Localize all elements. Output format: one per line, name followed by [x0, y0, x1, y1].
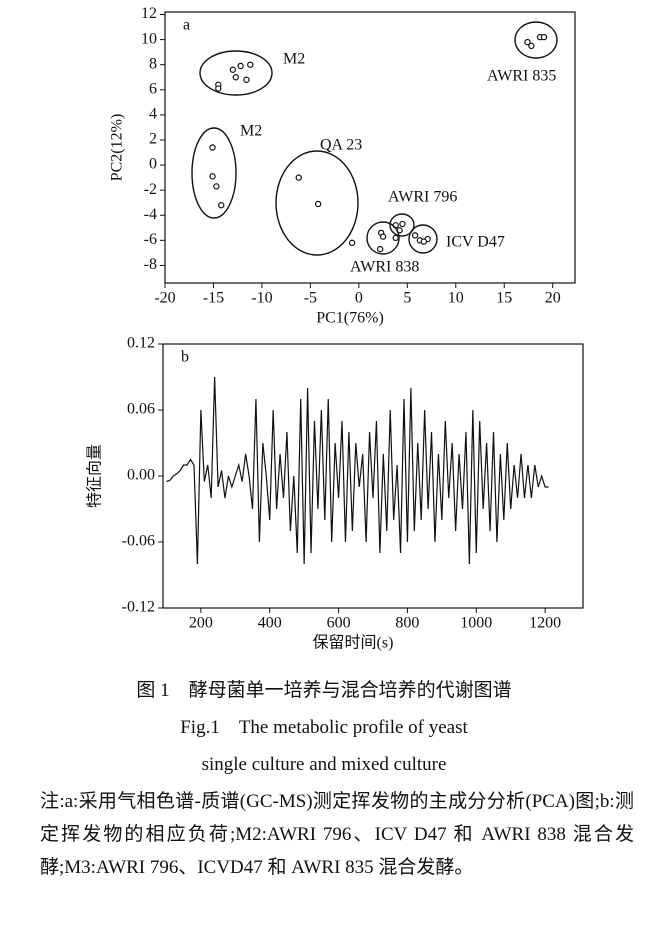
group-ellipse — [389, 213, 415, 237]
y-tick-label: 4 — [149, 106, 157, 123]
point — [411, 232, 419, 239]
x-tick-label: 1000 — [460, 615, 492, 632]
x-tick-label: 20 — [545, 290, 561, 307]
group-label: AWRI 835 — [487, 68, 556, 85]
x-axis-label: 保留时间(s) — [313, 634, 394, 652]
point — [528, 42, 535, 50]
x-tick-label: -15 — [203, 290, 224, 307]
panel-label: b — [181, 349, 189, 366]
group-ellipse — [275, 150, 359, 256]
y-tick-label: 0.00 — [127, 467, 155, 484]
x-tick-label: 0 — [355, 290, 363, 307]
x-tick-label: 200 — [189, 615, 213, 632]
y-tick-label: -4 — [144, 206, 157, 223]
point — [392, 234, 399, 242]
point — [218, 202, 225, 209]
group-ellipse — [408, 224, 438, 254]
group-ellipse — [191, 127, 237, 219]
group-ellipse — [366, 221, 400, 255]
x-tick-label: 15 — [496, 290, 512, 307]
y-tick-label: 0.12 — [127, 335, 155, 352]
point — [215, 85, 222, 92]
group-label: QA 23 — [320, 137, 362, 154]
group-ellipse — [514, 21, 558, 59]
point — [209, 144, 216, 151]
point — [540, 33, 548, 41]
group-label: AWRI 796 — [388, 189, 457, 206]
group-label: AWRI 838 — [350, 259, 419, 276]
point — [524, 38, 531, 46]
group-label: ICV D47 — [446, 234, 505, 251]
point — [295, 174, 302, 181]
y-axis-label: 特征向量 — [86, 444, 104, 508]
note: 注:a:采用气相色谱-质谱(GC-MS)测定挥发物的主成分分析(PCA)图;b:… — [40, 791, 634, 878]
point — [209, 173, 216, 180]
point — [376, 245, 384, 253]
caption: 图 1 酵母菌单一培养与混合培养的代谢图谱 Fig.1 The metaboli… — [0, 672, 648, 884]
plot-frame — [164, 11, 576, 284]
x-tick-label: 10 — [448, 290, 464, 307]
y-tick-label: 2 — [149, 131, 157, 148]
panel-label: a — [183, 17, 190, 34]
y-tick-label: 0 — [149, 156, 157, 173]
plot-frame — [162, 343, 584, 609]
point — [237, 62, 244, 70]
point — [379, 233, 387, 240]
caption-en: Fig.1 The metabolic profile of yeast — [180, 717, 468, 738]
y-tick-label: 12 — [141, 5, 157, 22]
x-tick-label: -10 — [251, 290, 272, 307]
group-ellipse — [199, 50, 273, 96]
y-tick-label: -8 — [144, 256, 157, 273]
y-tick-label: -0.12 — [122, 599, 155, 616]
point — [243, 76, 250, 83]
point — [420, 238, 427, 245]
x-tick-label: 1200 — [529, 615, 561, 632]
point — [247, 61, 254, 68]
y-tick-label: 6 — [149, 80, 157, 97]
x-tick-label: 600 — [327, 615, 351, 632]
point — [314, 200, 322, 208]
caption-en: single culture and mixed culture — [201, 754, 447, 775]
caption-cn: 图 1 酵母菌单一培养与混合培养的代谢图谱 — [136, 680, 512, 701]
group-label: M2 — [283, 51, 305, 68]
x-tick-label: -20 — [154, 290, 175, 307]
x-axis-label: PC1(76%) — [316, 310, 384, 327]
point — [348, 239, 356, 247]
y-tick-label: -2 — [144, 181, 157, 198]
y-tick-label: 10 — [141, 30, 157, 47]
x-tick-label: 5 — [403, 290, 411, 307]
figure: -20 -15 -10 -5 0 5 10 15 20-8-6-4-2024681012aPC1… — [86, 5, 584, 652]
line — [166, 376, 549, 565]
x-tick-label: 400 — [258, 615, 282, 632]
y-tick-label: 8 — [149, 55, 157, 72]
x-tick-label: 800 — [395, 615, 419, 632]
point — [232, 74, 239, 81]
y-tick-label: -0.06 — [122, 533, 155, 550]
point — [399, 220, 406, 228]
y-tick-label: -6 — [144, 231, 157, 248]
point — [229, 66, 237, 73]
y-axis-label: PC2(12%) — [109, 114, 126, 182]
group-label: M2 — [240, 123, 262, 140]
point — [213, 183, 220, 190]
x-tick-label: -5 — [304, 290, 317, 307]
y-tick-label: 0.06 — [127, 401, 155, 418]
